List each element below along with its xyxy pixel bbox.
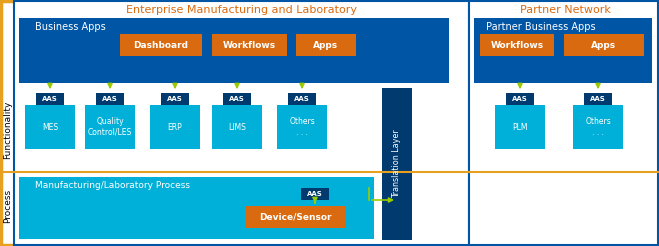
Text: ERP: ERP: [167, 123, 183, 132]
Bar: [36, 93, 64, 105]
Bar: [564, 34, 644, 56]
Bar: [223, 93, 251, 105]
Bar: [296, 34, 356, 56]
Bar: [506, 93, 534, 105]
Text: AAS: AAS: [307, 191, 323, 197]
Bar: [85, 105, 135, 149]
Text: Partner Network: Partner Network: [519, 5, 610, 15]
Text: Translation Layer: Translation Layer: [393, 130, 401, 198]
Bar: [19, 177, 374, 239]
Bar: [495, 105, 545, 149]
Bar: [301, 188, 329, 200]
Text: Device/Sensor: Device/Sensor: [259, 213, 331, 221]
Text: AAS: AAS: [229, 96, 245, 102]
Text: Workflows: Workflows: [490, 41, 544, 49]
Text: Enterprise Manufacturing and Laboratory: Enterprise Manufacturing and Laboratory: [125, 5, 357, 15]
Bar: [382, 88, 412, 240]
Bar: [25, 105, 75, 149]
Text: Quality
Control/LES: Quality Control/LES: [88, 117, 132, 137]
Bar: [573, 105, 623, 149]
Text: MES: MES: [42, 123, 58, 132]
Bar: [96, 93, 124, 105]
Text: PLM: PLM: [512, 123, 528, 132]
Bar: [212, 105, 262, 149]
Text: Apps: Apps: [314, 41, 339, 49]
Text: AAS: AAS: [512, 96, 528, 102]
Bar: [161, 93, 189, 105]
Text: AAS: AAS: [102, 96, 118, 102]
Bar: [584, 93, 612, 105]
Bar: [212, 34, 287, 56]
Text: Business Apps: Business Apps: [35, 22, 105, 32]
Bar: [19, 18, 449, 83]
Text: Others
. . .: Others . . .: [289, 117, 315, 137]
Text: Partner Business Apps: Partner Business Apps: [486, 22, 596, 32]
Bar: [480, 34, 554, 56]
Text: Functionality: Functionality: [3, 101, 13, 159]
Bar: [474, 18, 652, 83]
Text: AAS: AAS: [167, 96, 183, 102]
Bar: [469, 1, 658, 245]
Text: Manufacturing/Laboratory Process: Manufacturing/Laboratory Process: [35, 182, 190, 190]
Text: Apps: Apps: [591, 41, 617, 49]
Text: AAS: AAS: [590, 96, 606, 102]
Bar: [245, 206, 345, 228]
Text: Workflows: Workflows: [223, 41, 275, 49]
Text: AAS: AAS: [42, 96, 58, 102]
Bar: [277, 105, 327, 149]
Text: Others
. . .: Others . . .: [585, 117, 611, 137]
Text: Process: Process: [3, 189, 13, 223]
Text: LIMS: LIMS: [228, 123, 246, 132]
Text: Dashboard: Dashboard: [134, 41, 188, 49]
Text: AAS: AAS: [294, 96, 310, 102]
Bar: [288, 93, 316, 105]
Bar: [120, 34, 202, 56]
Bar: [150, 105, 200, 149]
Bar: [14, 1, 469, 245]
